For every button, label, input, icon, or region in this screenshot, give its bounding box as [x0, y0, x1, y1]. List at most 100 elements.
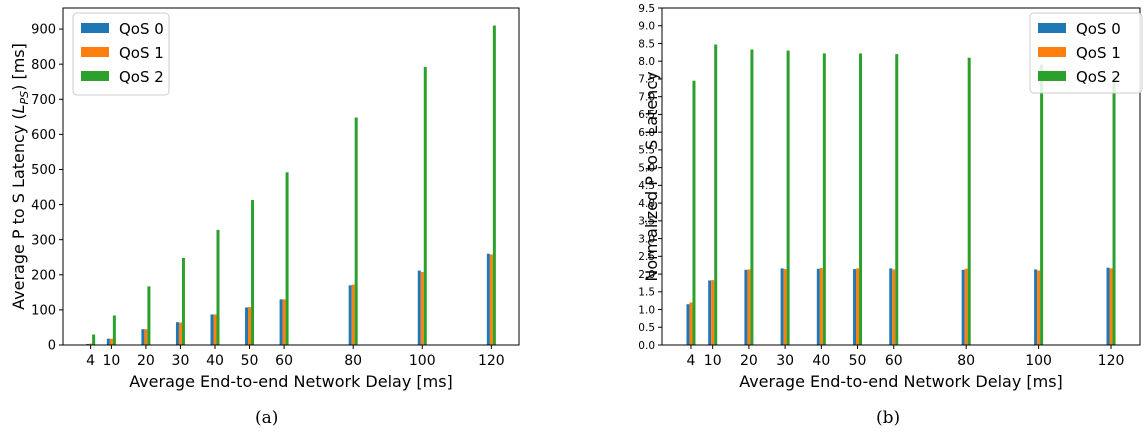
x-tick-label: 20	[137, 353, 155, 369]
bar-qos-1-30	[178, 322, 182, 345]
y-tick-label: 8.5	[638, 38, 655, 50]
y-tick-label: 7.0	[638, 91, 655, 103]
bar-qos-0-120	[486, 253, 490, 345]
x-tick-label: 10	[102, 353, 120, 369]
x-tick-label: 60	[885, 353, 903, 369]
bar-qos-1-100	[1037, 270, 1041, 345]
bar-qos-0-80	[961, 269, 965, 345]
bar-qos-2-80	[354, 117, 358, 346]
bar-qos-2-60	[895, 54, 899, 346]
legend-label: QoS 2	[1076, 68, 1121, 86]
legend-label: QoS 1	[1076, 44, 1121, 62]
bar-qos-0-120	[1106, 267, 1110, 345]
bar-qos-0-40	[816, 268, 820, 345]
bar-qos-0-80	[348, 285, 352, 345]
y-tick-label: 800	[31, 58, 56, 73]
legend-label: QoS 1	[119, 44, 164, 62]
bar-qos-2-40	[216, 229, 220, 345]
y-tick-label: 9.0	[638, 21, 655, 33]
x-tick-label: 40	[812, 353, 830, 369]
bar-qos-0-20	[744, 269, 748, 345]
bar-qos-2-50	[859, 53, 863, 345]
y-tick-label: 6.5	[638, 109, 655, 121]
x-axis-label: Average End-to-end Network Delay [ms]	[739, 372, 1063, 391]
bar-qos-1-120	[489, 254, 493, 345]
chart-panel-a: 0 100 200 300 400 500 600 700 800 900 4 10 20 30 40 50 6…	[9, 7, 520, 391]
y-tick-label: 9.5	[638, 3, 655, 15]
bar-qos-2-80	[967, 57, 971, 345]
bar-qos-2-20	[147, 286, 151, 345]
bar-qos-0-60	[889, 268, 893, 345]
y-tick-label: 700	[31, 93, 56, 108]
legend-label: QoS 0	[119, 20, 164, 38]
y-tick-label: 4.0	[638, 198, 655, 210]
legend-swatch	[1038, 23, 1066, 33]
bar-qos-1-4	[689, 302, 693, 345]
bar-qos-1-40	[819, 268, 823, 345]
bar-qos-0-100	[1034, 269, 1038, 345]
bar-qos-2-4	[692, 80, 696, 345]
bar-qos-2-20	[750, 49, 754, 345]
legend: QoS 0 QoS 1 QoS 2	[1029, 12, 1143, 94]
y-tick-label: 400	[31, 198, 56, 213]
legend: QoS 0 QoS 1 QoS 2	[72, 12, 170, 96]
x-tick-label: 4	[86, 353, 95, 369]
x-tick-label: 30	[776, 353, 794, 369]
bar-qos-2-60	[285, 172, 289, 345]
y-tick-label: 300	[31, 233, 56, 248]
x-tick-label: 4	[687, 353, 696, 369]
bar-qos-1-10	[109, 338, 113, 345]
y-axis-label: Average P to S Latency (LPS) [ms]	[9, 43, 31, 310]
bar-qos-0-60	[279, 299, 283, 345]
y-tick-label: 200	[31, 268, 56, 283]
bar-qos-0-30	[780, 268, 784, 345]
x-tick-label: 80	[344, 353, 362, 369]
y-tick-label: 0.0	[638, 340, 655, 352]
x-tick-label: 60	[275, 353, 293, 369]
y-tick-label: 5.0	[638, 162, 655, 174]
y-tick-label: 3.5	[638, 216, 655, 228]
y-tick-label: 5.5	[638, 145, 655, 157]
bar-qos-2-100	[1040, 64, 1044, 345]
bar-qos-1-60	[282, 299, 286, 345]
bar-qos-2-120	[1112, 75, 1116, 346]
bar-qos-0-10	[106, 338, 110, 345]
bar-qos-2-40	[822, 53, 826, 345]
bar-qos-1-10	[711, 280, 715, 345]
bar-qos-2-50	[251, 200, 255, 345]
bar-qos-1-50	[856, 268, 860, 345]
y-tick-label: 3.0	[638, 233, 655, 245]
y-tick-label: 600	[31, 128, 56, 143]
y-tick-label: 500	[31, 163, 56, 178]
bar-qos-0-4	[86, 343, 90, 345]
bar-qos-1-80	[351, 284, 355, 345]
chart-panel-b: 0.0 0.5 1.0 1.5 2.0 2.5 3.0 3.5 4.0 4.5 5.0 5.5 6.0 6…	[638, 3, 1143, 391]
bar-qos-0-40	[210, 314, 214, 345]
bar-qos-2-4	[92, 334, 96, 345]
legend-label: QoS 2	[119, 68, 164, 86]
bar-qos-0-100	[417, 270, 421, 345]
bar-qos-1-60	[892, 269, 896, 345]
bar-qos-1-40	[213, 314, 217, 345]
y-tick-label: 1.0	[638, 304, 655, 316]
bar-qos-1-20	[144, 329, 148, 345]
bar-qos-0-50	[245, 307, 249, 345]
y-tick-label: 2.0	[638, 269, 655, 281]
x-tick-label: 80	[957, 353, 975, 369]
bar-qos-1-100	[420, 271, 424, 345]
y-tick-label: 1.5	[638, 287, 655, 299]
bar-qos-2-30	[786, 50, 790, 345]
bar-qos-1-20	[747, 269, 751, 345]
y-tick-label: 100	[31, 304, 56, 319]
x-tick-label: 100	[409, 353, 436, 369]
bar-qos-0-50	[853, 269, 857, 345]
bar-qos-2-10	[714, 44, 718, 345]
legend-swatch	[1038, 47, 1066, 57]
bar-qos-2-10	[112, 315, 116, 345]
bar-qos-2-30	[181, 257, 185, 345]
plot-frame	[661, 7, 1141, 346]
bar-qos-0-10	[708, 280, 712, 345]
x-tick-label: 40	[206, 353, 224, 369]
y-axis-label: Normalized P to S Latency	[642, 71, 661, 281]
